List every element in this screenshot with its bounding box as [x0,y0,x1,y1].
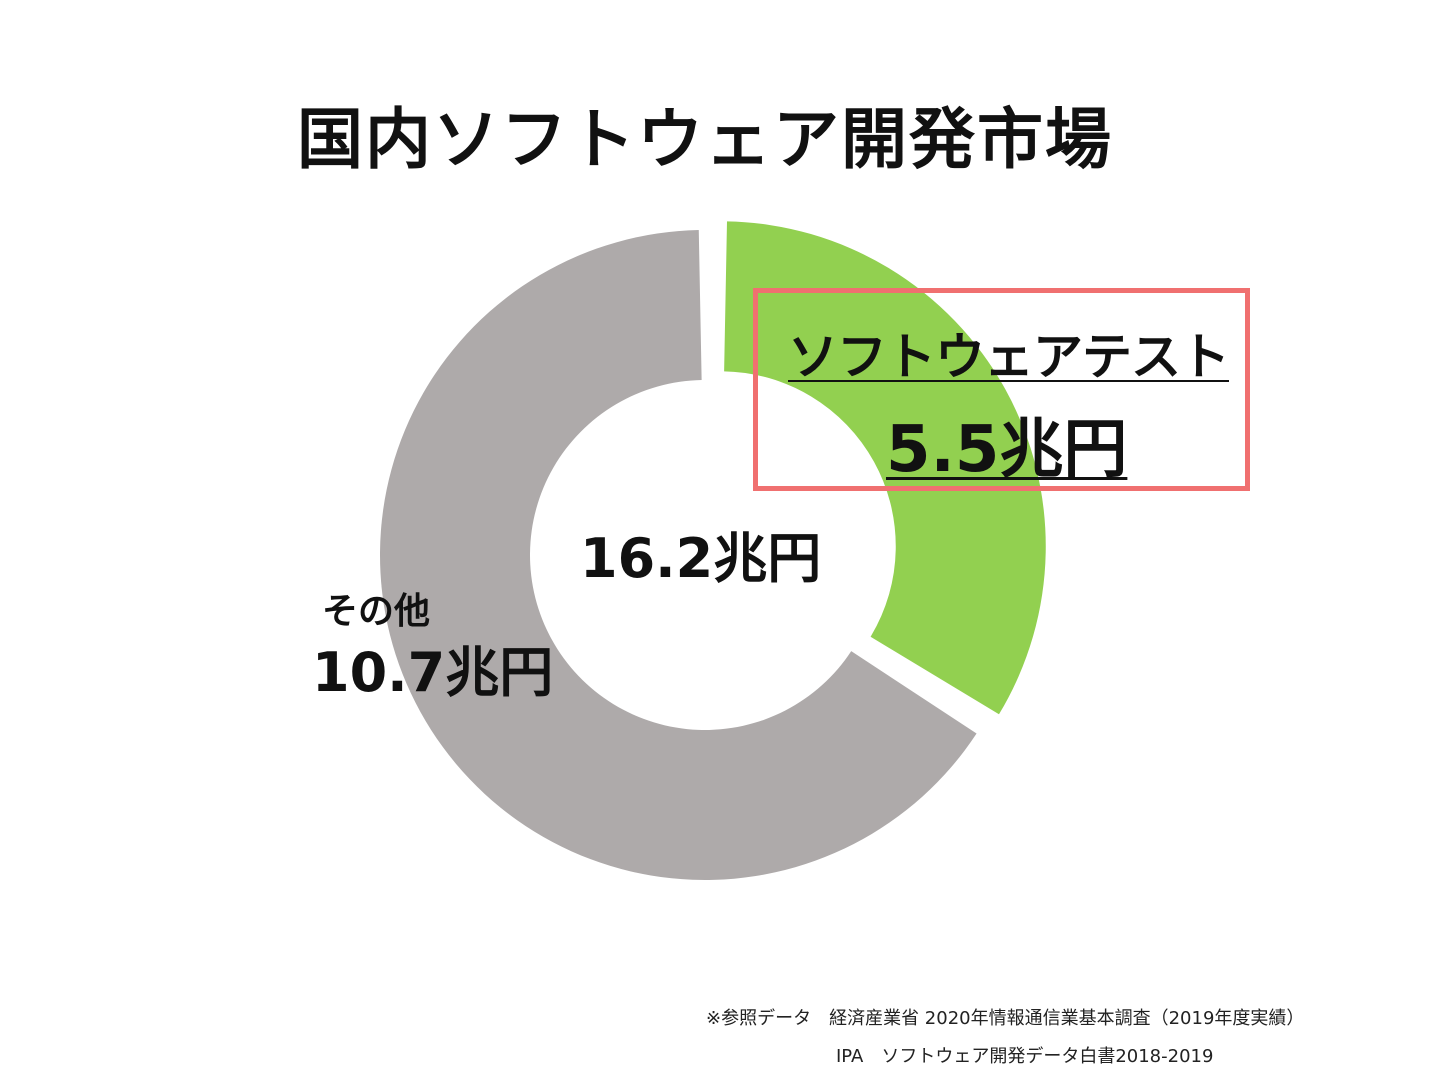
total-label: 16.2兆円 [580,527,822,590]
donut-slice-other [380,230,977,881]
source-note-2: IPA ソフトウェア開発データ白書2018-2019 [836,1046,1214,1067]
chart-title: 国内ソフトウェア開発市場 [297,101,1113,178]
other-slice-value: 10.7兆円 [312,641,554,704]
source-note-1: ※参照データ 経済産業省 2020年情報通信業基本調査（2019年度実績） [706,1008,1305,1029]
callout-name: ソフトウェアテスト [788,328,1230,386]
software-test-callout: ソフトウェアテスト 5.5兆円 [753,288,1250,491]
other-slice-name: その他 [322,591,431,632]
donut-slice-software-test [724,221,1046,715]
callout-value: 5.5兆円 [886,413,1128,487]
